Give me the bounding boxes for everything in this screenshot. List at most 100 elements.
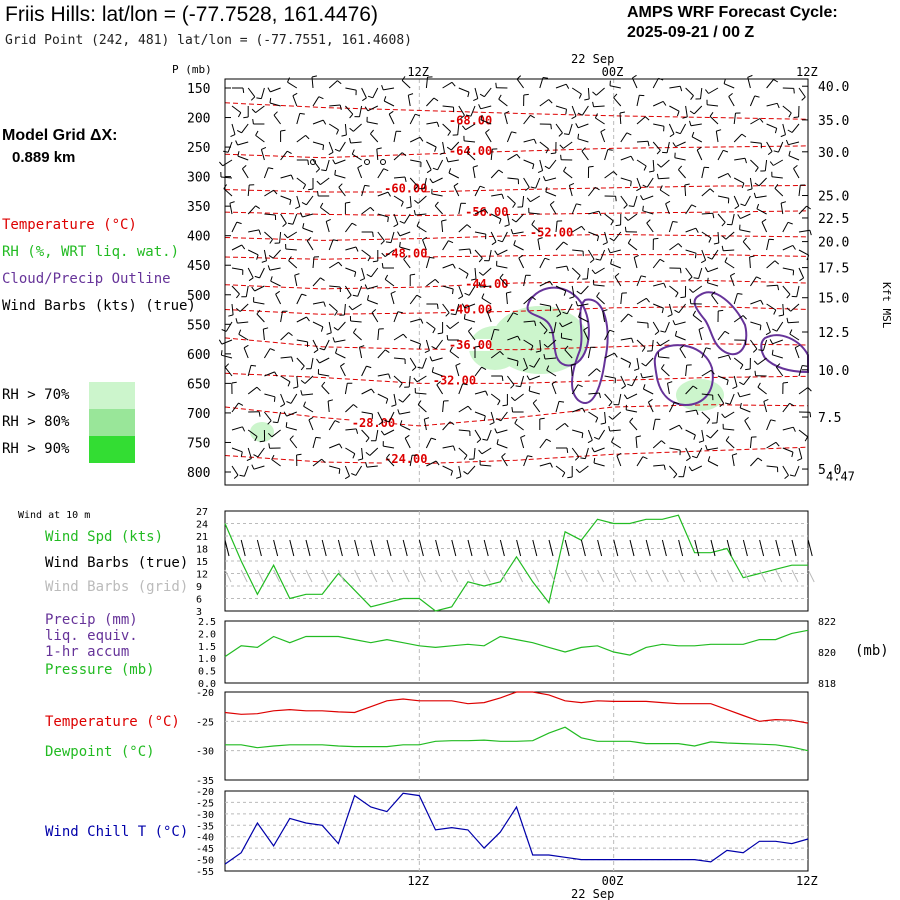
- wind-barb-feather: [482, 438, 488, 441]
- wind-barb-staff: [780, 203, 784, 215]
- wind-barb-feather: [584, 98, 590, 101]
- wind-barb-staff: [292, 213, 298, 225]
- wind-barb-staff: [442, 263, 454, 269]
- wind-barb-staff: [685, 365, 688, 377]
- sfc-wind-barb-true: [224, 539, 230, 557]
- wind-barb-staff: [766, 79, 774, 89]
- wind-barb-staff: [572, 429, 583, 434]
- wind-barb-feather: [242, 87, 245, 93]
- wind-barb-feather: [689, 110, 695, 115]
- wind-barb-feather: [721, 245, 724, 251]
- wind-barb-staff: [285, 248, 297, 251]
- wind-barb-feather: [749, 255, 755, 258]
- wind-barb-feather: [765, 331, 771, 336]
- wind-barb-staff: [586, 267, 589, 279]
- wind-barb-feather: [286, 150, 292, 155]
- wind-barb-feather: [287, 77, 290, 83]
- wind-barb-staff: [604, 213, 614, 222]
- wind-barb-staff: [442, 285, 454, 290]
- wind-barb-feather: [498, 94, 502, 100]
- wind-barb-feather: [623, 204, 628, 209]
- wind-barb-feather: [404, 176, 407, 183]
- sfc-wind-barb-grid: [224, 569, 232, 583]
- wind-barb-staff: [480, 285, 492, 288]
- wind-barb-staff: [320, 206, 330, 215]
- wind-barb-feather: [318, 96, 324, 100]
- wind-barb-feather: [512, 203, 516, 208]
- wind-barb-feather: [462, 125, 466, 131]
- wind-barb-feather: [370, 207, 375, 212]
- wind-barb-staff: [546, 369, 557, 377]
- wind-barb-feather: [747, 188, 753, 191]
- wind-barb-feather: [498, 218, 502, 224]
- wind-barb-staff: [571, 203, 577, 215]
- wind-barb-feather: [372, 260, 378, 263]
- wind-barb-feather: [598, 210, 602, 216]
- wind-barb-feather: [258, 229, 262, 235]
- wind-barb-feather: [757, 457, 763, 462]
- wind-barb-staff: [366, 121, 378, 125]
- wind-barb-feather: [384, 419, 390, 423]
- wind-barb-feather: [235, 318, 238, 324]
- wind-barb-feather: [789, 402, 795, 407]
- wind-barb-staff: [499, 277, 508, 287]
- wind-barb-feather: [656, 173, 659, 179]
- wind-barb-staff: [669, 105, 680, 112]
- wind-barb-feather: [316, 180, 321, 185]
- wind-barb-staff: [377, 328, 380, 341]
- wind-barb-staff: [725, 440, 735, 449]
- wind-barb-feather: [255, 130, 259, 136]
- wind-barb-feather: [600, 128, 606, 133]
- wind-barb-staff: [789, 333, 800, 341]
- wind-barb-staff: [577, 123, 589, 129]
- wind-barb-staff: [707, 282, 719, 287]
- wind-barb-feather: [591, 269, 596, 275]
- wind-barb-feather: [504, 224, 510, 227]
- wind-barb-staff: [263, 249, 267, 261]
- wind-barb-feather: [780, 201, 787, 204]
- wind-barb-feather: [596, 292, 600, 297]
- wind-barb-staff: [633, 195, 638, 207]
- legend-rh70-swatch: [89, 382, 135, 409]
- wind-barb-feather: [602, 242, 608, 246]
- wind-barb-feather: [256, 97, 262, 100]
- wind-barb-feather: [452, 263, 456, 269]
- wind-barb-staff: [441, 220, 444, 233]
- wind-barb-staff: [393, 357, 406, 360]
- wind-barb-staff: [312, 437, 317, 449]
- wind-barb-staff: [409, 113, 416, 125]
- wind-barb-staff: [627, 242, 638, 251]
- wind-barb-feather: [525, 187, 530, 191]
- temperature-contour-label: -52.00: [530, 226, 573, 240]
- wind-barb-staff: [377, 349, 386, 359]
- wind-barb-staff: [393, 375, 403, 384]
- wind-barb-feather: [515, 385, 521, 388]
- wind-barb-feather: [357, 458, 363, 461]
- wind-barb-staff: [353, 332, 362, 341]
- wind-barb-staff: [400, 424, 411, 431]
- wind-barb-feather: [268, 443, 271, 449]
- temperature-contour-label: -44.00: [465, 277, 508, 291]
- wind-barb-staff: [749, 177, 753, 189]
- wind-barb-feather: [647, 141, 650, 147]
- wind-barb-feather: [305, 135, 310, 140]
- wind-barb-staff: [587, 87, 590, 100]
- wind-barb-staff: [383, 445, 395, 449]
- wind-barb-feather: [397, 231, 401, 237]
- pressure-tick-label: 822: [818, 617, 836, 628]
- wind-barb-staff: [458, 248, 470, 251]
- pressure-tick-label: 250: [187, 141, 210, 156]
- wind-barb-feather: [401, 76, 406, 81]
- wind-barb-staff: [579, 465, 589, 474]
- sfc-wind-barb-true: [483, 539, 489, 557]
- wind-barb-staff: [474, 87, 479, 99]
- wind-barb-feather: [642, 184, 648, 188]
- wind-barb-feather: [693, 434, 696, 440]
- wind-barb-feather: [451, 81, 456, 87]
- wind-barb-feather: [268, 167, 274, 170]
- panel-frame: [224, 691, 809, 781]
- temperature-contour-label: -64.00: [449, 144, 492, 158]
- wind-barb-staff: [522, 195, 525, 207]
- wind-barb-feather: [522, 367, 528, 372]
